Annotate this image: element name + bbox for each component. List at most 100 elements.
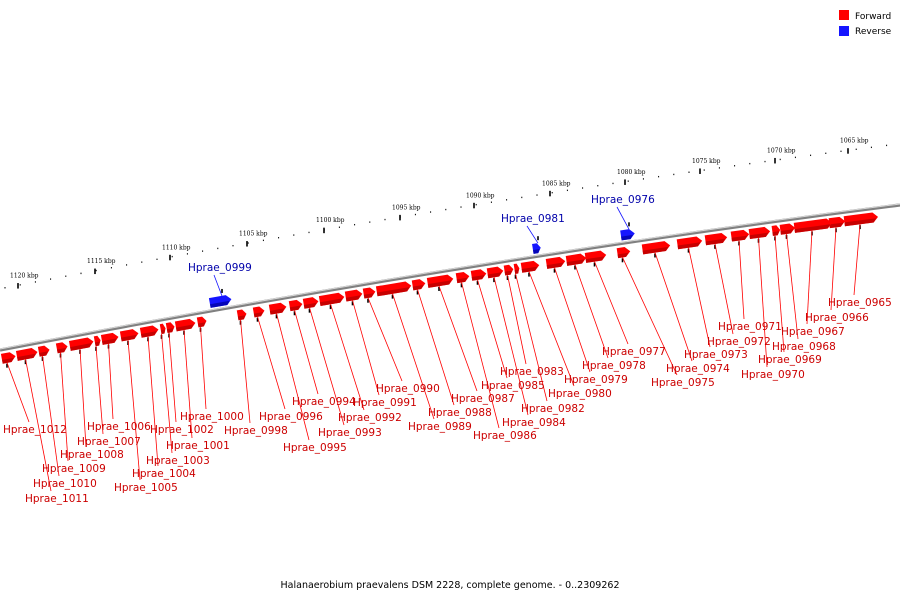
ruler-tick-label: 1070 kbp — [767, 147, 796, 154]
gene-hprae-0981[interactable] — [532, 243, 541, 254]
gene-hprae-0975[interactable] — [616, 246, 631, 259]
ruler-tick-label: 1080 kbp — [617, 169, 646, 176]
gene-label: Hprae_1007 — [77, 436, 141, 448]
legend-label-forward: Forward — [855, 12, 891, 22]
gene-label: Hprae_0969 — [758, 354, 822, 366]
gene-hprae-0972[interactable] — [704, 232, 728, 246]
gene-hprae-0993[interactable] — [302, 296, 319, 309]
gene-hprae-0983[interactable] — [503, 264, 514, 276]
gene-hprae-1009[interactable] — [55, 341, 69, 354]
gene-hprae-0970[interactable] — [748, 226, 771, 240]
gene-label: Hprae_0966 — [805, 312, 869, 324]
gene-label: Hprae_0978 — [582, 360, 646, 372]
gene-leader-lines — [6, 206, 861, 492]
gene-label: Hprae_0983 — [500, 366, 564, 378]
gene-label: Hprae_1006 — [87, 421, 151, 433]
gene-label: Hprae_0999 — [188, 262, 252, 274]
gene-hprae-1007[interactable] — [93, 335, 102, 347]
gene-label: Hprae_0995 — [283, 442, 347, 454]
gene-hprae-0969[interactable] — [771, 225, 781, 236]
gene-label: Hprae_1000 — [180, 411, 244, 423]
gene-hprae-0988[interactable] — [411, 278, 426, 291]
ruler-tick-label: 1090 kbp — [466, 192, 495, 199]
gene-label: Hprae_1001 — [166, 440, 230, 452]
gene-label: Hprae_0980 — [548, 388, 612, 400]
genome-backbone — [0, 203, 900, 352]
ruler-tick-label: 1110 kbp — [162, 244, 191, 251]
gene-hprae-1001[interactable] — [174, 318, 196, 332]
gene-hprae-0987[interactable] — [426, 274, 454, 288]
gene-hprae-0989[interactable] — [375, 281, 412, 297]
ruler-tick-label: 1095 kbp — [392, 204, 421, 211]
gene-hprae-0973[interactable] — [676, 236, 703, 250]
gene-hprae-0982[interactable] — [513, 263, 520, 274]
gene-label: Hprae_1002 — [150, 424, 214, 436]
legend: Forward Reverse — [839, 10, 892, 37]
gene-hprae-0991[interactable] — [344, 289, 363, 302]
gene-hprae-1005[interactable] — [119, 328, 140, 342]
gene-hprae-0967[interactable] — [793, 218, 833, 233]
gene-label: Hprae_0968 — [772, 341, 836, 353]
gene-hprae-0990[interactable] — [362, 287, 376, 299]
gene-label: Hprae_1012 — [3, 424, 67, 436]
gene-hprae-0984[interactable] — [486, 266, 504, 279]
gene-label: Hprae_1011 — [25, 493, 89, 505]
gene-label: Hprae_0990 — [376, 383, 440, 395]
gene-label: Hprae_0974 — [666, 363, 730, 375]
gene-hprae-0986[interactable] — [455, 271, 470, 284]
gene-label: Hprae_0977 — [602, 346, 666, 358]
gene-label: Hprae_1009 — [42, 463, 106, 475]
gene-label: Hprae_1004 — [132, 468, 196, 480]
gene-hprae-0995[interactable] — [268, 302, 287, 315]
gene-hprae-0992[interactable] — [318, 292, 345, 306]
gene-hprae-1008[interactable] — [68, 337, 94, 351]
gene-hprae-0971[interactable] — [730, 229, 750, 242]
ruler-tick-label: 1065 kbp — [840, 138, 869, 145]
gene-label: Hprae_0971 — [718, 321, 782, 333]
gene-hprae-1010[interactable] — [37, 345, 51, 357]
gene-label: Hprae_0996 — [259, 411, 323, 423]
legend-label-reverse: Reverse — [855, 27, 892, 37]
gene-label: Hprae_0992 — [338, 412, 402, 424]
gene-label: Hprae_1005 — [114, 482, 178, 494]
gene-labels: Hprae_0965 Hprae_0966 Hprae_0967 Hprae_0968… — [3, 194, 892, 505]
gene-hprae-0977[interactable] — [584, 250, 607, 263]
gene-hprae-0994[interactable] — [288, 299, 304, 312]
legend-swatch-forward — [839, 10, 849, 20]
gene-hprae-1012[interactable] — [0, 351, 17, 364]
gene-hprae-0996[interactable] — [252, 306, 266, 318]
gene-hprae-0998[interactable] — [236, 309, 248, 321]
gene-hprae-0968[interactable] — [779, 223, 796, 235]
gene-label: Hprae_0982 — [521, 403, 585, 415]
gene-hprae-0976[interactable] — [620, 228, 635, 241]
gene-label: Hprae_0989 — [408, 421, 472, 433]
gene-hprae-0978[interactable] — [565, 253, 587, 266]
gene-hprae-1003[interactable] — [159, 323, 167, 335]
gene-hprae-0985[interactable] — [470, 269, 487, 281]
gene-hprae-0979[interactable] — [545, 256, 566, 269]
gene-label: Hprae_0984 — [502, 417, 566, 429]
gene-hprae-1002[interactable] — [165, 322, 176, 333]
gene-label: Hprae_0981 — [501, 213, 565, 225]
gene-label: Hprae_0987 — [451, 393, 515, 405]
gene-label: Hprae_0988 — [428, 407, 492, 419]
ruler-tick-label: 1120 kbp — [10, 273, 39, 280]
ruler-tick-label: 1100 kbp — [316, 217, 345, 224]
gene-hprae-1004[interactable] — [139, 325, 160, 338]
gene-hprae-0999[interactable] — [208, 294, 232, 308]
gene-label: Hprae_0979 — [564, 374, 628, 386]
gene-hprae-0980[interactable] — [520, 260, 540, 273]
gene-hprae-1006[interactable] — [100, 332, 120, 345]
gene-label: Hprae_0994 — [292, 396, 356, 408]
ruler-tick-label: 1105 kbp — [239, 231, 268, 238]
gene-label: Hprae_0986 — [473, 430, 537, 442]
gene-label: Hprae_0991 — [353, 397, 417, 409]
gene-hprae-1011[interactable] — [15, 347, 38, 361]
gene-hprae-0965[interactable] — [843, 212, 879, 227]
genome-caption: Halanaerobium praevalens DSM 2228, compl… — [281, 580, 620, 591]
gene-hprae-1000[interactable] — [196, 316, 208, 328]
legend-swatch-reverse — [839, 26, 849, 36]
gene-hprae-0966[interactable] — [828, 216, 846, 229]
gene-label: Hprae_1008 — [60, 449, 124, 461]
gene-hprae-0974[interactable] — [641, 240, 671, 255]
